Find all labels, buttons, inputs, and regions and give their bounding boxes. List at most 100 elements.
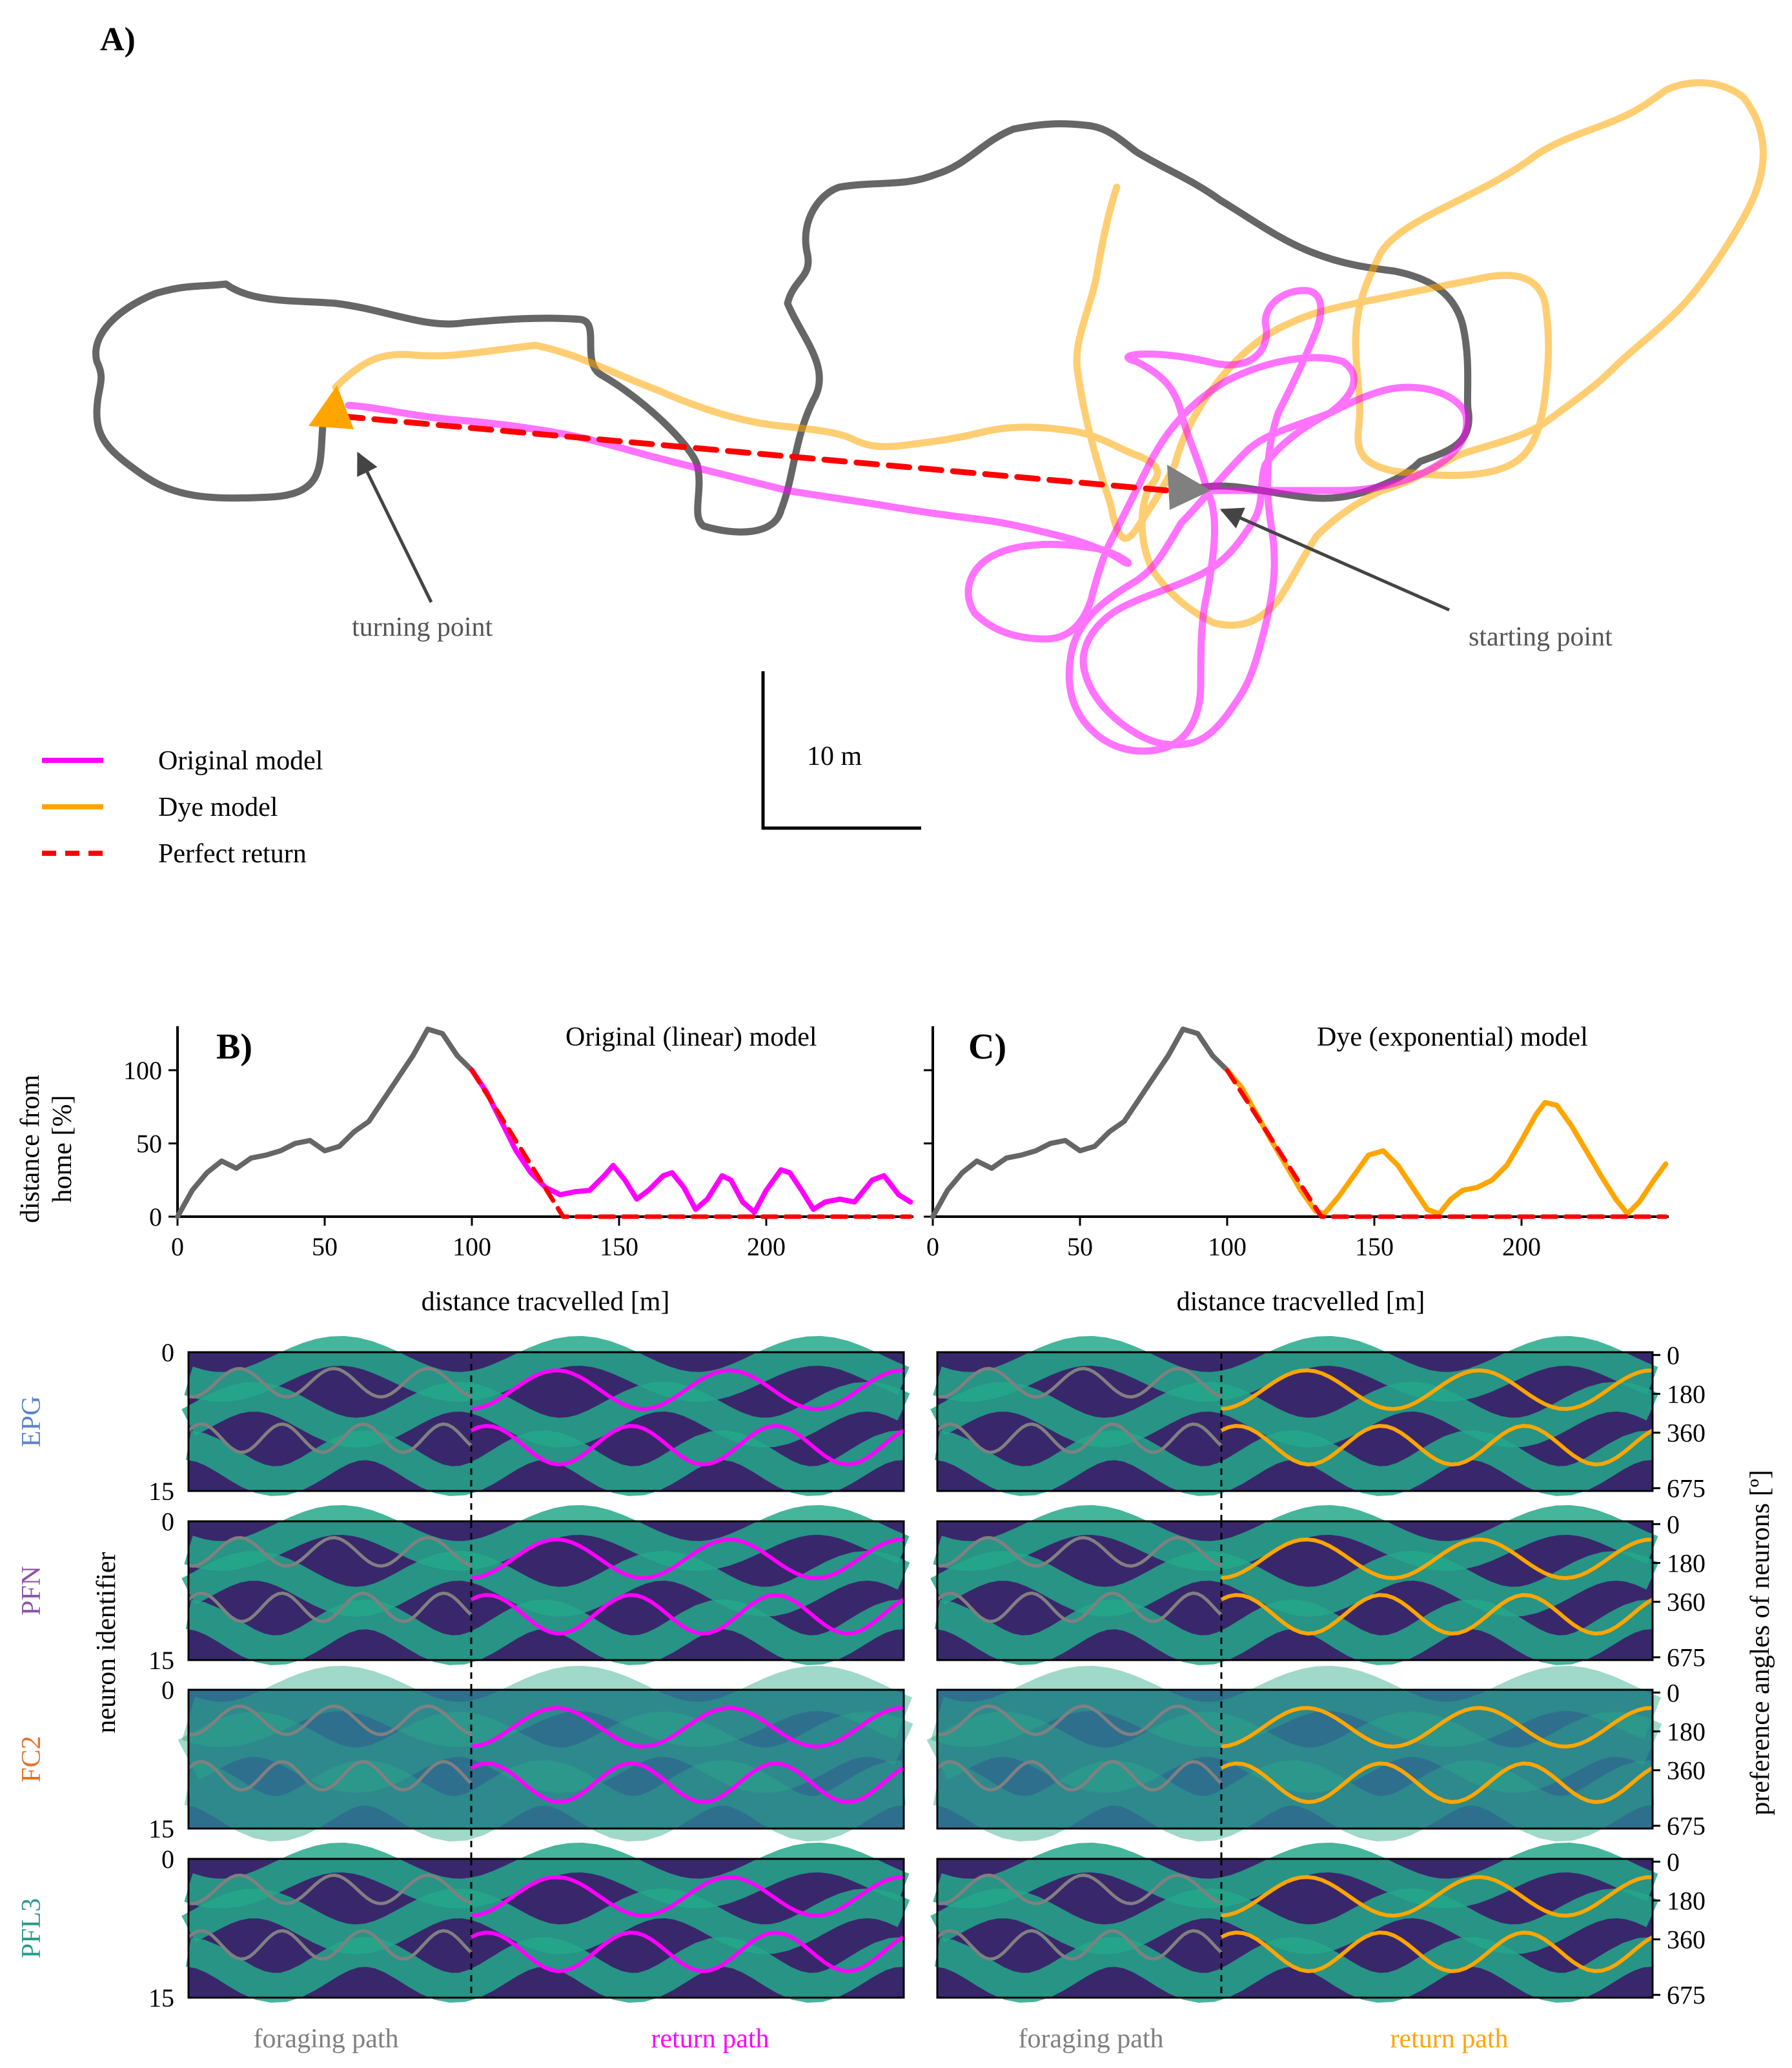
activity-band (934, 1599, 1654, 1665)
right-tick-label: 180 (1667, 1380, 1705, 1409)
return-trace (1220, 1424, 1654, 1467)
legend: Original model Dye model Perfect return (42, 746, 323, 869)
x-tick-label: 0 (926, 1232, 939, 1261)
x-tick-label: 150 (1355, 1232, 1394, 1261)
heatmap-fc2-b: 0 15 (148, 1665, 913, 1859)
series-2 (469, 1068, 913, 1219)
foraging-trace (936, 1591, 1223, 1623)
heatmap-bg (937, 1690, 1653, 1829)
activity-band (184, 1842, 910, 1909)
y-axis-title-line1: distance from (15, 1075, 45, 1223)
foraging-trace (187, 1422, 473, 1454)
return-trace (471, 1368, 904, 1412)
right-tick-label: 0 (1667, 1678, 1680, 1707)
trajectory-plot (92, 79, 1767, 755)
x-tick-label: 50 (312, 1232, 338, 1261)
activity-band (185, 1430, 905, 1496)
perfect-return-path (339, 413, 1172, 494)
heatmap-pfn-c: 0 180 360 675 (930, 1505, 1705, 1690)
return-trace (471, 1875, 904, 1918)
heatmap-frame (187, 1520, 905, 1661)
activity-band (184, 1505, 910, 1571)
foraging-trace (188, 1366, 472, 1399)
foraging-trace (187, 1759, 473, 1792)
panel-a-label: A) (100, 21, 136, 58)
right-tick-label: 675 (1667, 1812, 1705, 1841)
right-axis-label: preference angles of neurons [º] (1746, 1470, 1775, 1815)
right-tick-label: 360 (1667, 1756, 1705, 1785)
c-title: Dye (exponential) model (1317, 1022, 1588, 1052)
panel-c-label: C) (968, 1027, 1006, 1067)
heatmap-epg-c: 0 180 360 675 (930, 1335, 1705, 1521)
x-tick-label: 100 (1208, 1232, 1247, 1261)
scale-bar-label: 10 m (807, 742, 862, 771)
dye-return-path (332, 79, 1767, 629)
heatmaps: 0150180360675EPG0150180360675PFN01501803… (17, 1335, 1705, 2012)
left-tick-label: 15 (148, 1983, 174, 2012)
right-tick-label: 360 (1667, 1925, 1705, 1954)
foraging-trace (188, 1873, 472, 1905)
original-return-path (345, 287, 1471, 755)
x-tick-label: 0 (171, 1232, 184, 1261)
left-tick-label: 0 (161, 1676, 174, 1705)
right-tick-label: 180 (1667, 1549, 1705, 1578)
scale-bar: 10 m (761, 671, 921, 830)
heatmap-frame (936, 1858, 1654, 1999)
foraging-trace (936, 1759, 1223, 1792)
series-0 (175, 1026, 474, 1219)
foraging-trace (937, 1366, 1222, 1399)
foraging-path (92, 120, 1472, 536)
left-axis-label: neuron identifier (92, 1552, 121, 1733)
row-label-epg: EPG (17, 1396, 46, 1447)
legend-label-2: Perfect return (158, 839, 307, 869)
return-trace (1220, 1593, 1654, 1636)
right-tick-label: 360 (1667, 1588, 1705, 1617)
x-tick-label: 200 (747, 1232, 786, 1261)
return-trace (1221, 1368, 1653, 1412)
series-1 (469, 1068, 913, 1215)
activity-band (934, 1430, 1654, 1496)
series-0 (930, 1026, 1230, 1219)
activity-band (926, 1711, 1662, 1793)
activity-band (184, 1335, 910, 1402)
heatmap-frame (936, 1351, 1654, 1492)
heatmap-pfn-b: 0 15 (148, 1505, 910, 1690)
legend-label-1: Dye model (158, 793, 278, 822)
left-tick-label: 0 (161, 1845, 174, 1874)
turning-point-label: turning point (352, 613, 493, 642)
series-2 (1225, 1068, 1668, 1219)
return-trace (1221, 1875, 1653, 1918)
activity-band (930, 1665, 1661, 1747)
heatmap-epg-b: 0 15 (148, 1335, 910, 1521)
panel-b-label: B) (216, 1027, 252, 1067)
x-tick-label: 50 (1067, 1232, 1093, 1261)
right-tick-label: 675 (1667, 1474, 1705, 1503)
foraging-trace (188, 1704, 472, 1736)
left-tick-label: 15 (148, 1477, 174, 1506)
y-tick-label: 0 (149, 1202, 162, 1232)
return-trace (470, 1931, 905, 1974)
activity-band (185, 1936, 905, 2003)
y-tick-label: 50 (136, 1130, 162, 1159)
x-tick-label: 100 (453, 1232, 491, 1261)
heatmap-frame (187, 1351, 905, 1492)
foraging-trace (937, 1704, 1222, 1736)
y-axis-title: distance from home [%] (15, 1075, 77, 1223)
activity-band (933, 1505, 1658, 1571)
foraging-trace (936, 1422, 1223, 1454)
left-tick-label: 15 (148, 1814, 174, 1843)
foraging-trace (187, 1929, 473, 1961)
series-1 (1225, 1068, 1669, 1217)
heatmap-frame (187, 1688, 905, 1830)
heatmap-frame (936, 1520, 1654, 1661)
c-foraging-label: foraging path (1018, 2024, 1163, 2054)
return-trace (470, 1761, 905, 1805)
heatmap-fc2-c: 0 180 360 675 (926, 1665, 1705, 1859)
c-line-chart: 0 50 100 150 200 (924, 1026, 1669, 1261)
b-foraging-label: foraging path (253, 2024, 398, 2054)
right-tick-label: 0 (1667, 1847, 1680, 1876)
foraging-trace (936, 1929, 1223, 1961)
y-tick-label: 100 (123, 1056, 162, 1085)
left-tick-label: 0 (161, 1507, 174, 1536)
